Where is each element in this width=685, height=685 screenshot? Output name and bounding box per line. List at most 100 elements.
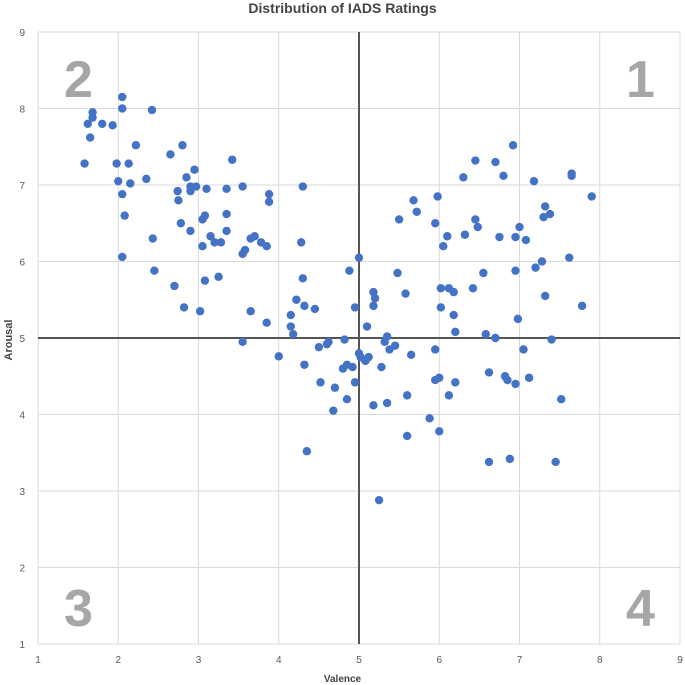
data-point-86 (354, 253, 364, 262)
data-point-70 (302, 447, 312, 456)
data-point-131 (471, 156, 480, 165)
x-tick-label-1: 1 (35, 655, 41, 666)
data-point-112 (431, 219, 440, 228)
data-point-161 (547, 335, 556, 344)
data-point-37 (210, 238, 219, 247)
data-point-132 (471, 215, 480, 224)
data-point-43 (238, 182, 247, 191)
quadrant-label-1: 1 (626, 51, 655, 109)
data-point-125 (449, 287, 458, 297)
quadrant-label-2: 2 (64, 51, 93, 109)
data-point-31 (176, 219, 186, 228)
y-tick-label-8: 8 (19, 105, 25, 116)
data-point-134 (479, 268, 488, 278)
data-point-12 (118, 189, 127, 199)
data-point-111 (425, 414, 434, 423)
data-point-63 (288, 329, 298, 339)
data-point-56 (262, 242, 271, 251)
x-axis-label: Valence (323, 674, 362, 685)
data-point-46 (195, 307, 205, 316)
y-tick-label-7: 7 (19, 181, 25, 192)
data-point-109 (409, 196, 418, 205)
data-point-5 (98, 119, 107, 128)
data-point-126 (451, 327, 460, 337)
data-point-90 (362, 322, 372, 331)
x-tick-label-7: 7 (517, 655, 523, 666)
data-point-1 (83, 119, 92, 128)
data-point-123 (444, 391, 454, 400)
data-point-35 (198, 242, 207, 251)
data-point-99 (382, 332, 392, 341)
data-point-162 (551, 457, 560, 467)
data-point-45 (179, 303, 189, 312)
data-point-106 (402, 391, 412, 400)
data-point-149 (513, 314, 523, 324)
data-point-10 (112, 159, 121, 168)
data-point-146 (511, 232, 520, 242)
data-point-158 (540, 202, 550, 211)
data-point-150 (515, 222, 524, 232)
data-point-6 (108, 121, 117, 130)
data-point-25 (174, 196, 183, 205)
data-point-156 (537, 257, 547, 266)
x-tick-label-4: 4 (276, 655, 282, 666)
chart-title: Distribution of IADS Ratings (248, 0, 437, 16)
data-point-148 (511, 379, 520, 389)
x-tick-label-2: 2 (115, 655, 121, 666)
data-point-145 (508, 141, 518, 150)
data-point-72 (314, 342, 324, 352)
y-tick-label-6: 6 (19, 258, 25, 269)
quadrant-label-4: 4 (626, 580, 655, 638)
data-point-124 (449, 310, 458, 320)
y-axis-label: Arousal (3, 319, 15, 361)
data-point-7 (118, 104, 127, 113)
data-point-8 (118, 92, 127, 102)
data-point-168 (587, 192, 596, 201)
data-point-143 (503, 375, 512, 385)
data-point-54 (250, 232, 259, 241)
data-point-30 (202, 184, 211, 194)
data-point-58 (264, 197, 274, 207)
data-point-77 (330, 383, 340, 392)
data-point-47 (200, 276, 210, 285)
y-tick-label-5: 5 (19, 334, 25, 345)
x-tick-label-5: 5 (356, 655, 362, 666)
x-tick-label-6: 6 (436, 655, 442, 666)
data-point-160 (545, 209, 555, 219)
data-point-28 (190, 165, 199, 174)
data-point-36 (206, 232, 215, 241)
data-point-48 (214, 272, 223, 281)
data-point-127 (451, 378, 460, 387)
data-point-85 (350, 378, 360, 387)
data-point-76 (329, 406, 338, 415)
x-tick-label-8: 8 (597, 655, 603, 666)
data-point-9 (147, 105, 157, 115)
data-point-38 (216, 238, 226, 247)
y-tick-label-3: 3 (19, 487, 25, 498)
data-point-120 (439, 242, 448, 251)
data-point-100 (382, 398, 392, 408)
data-point-13 (124, 159, 133, 168)
data-point-41 (222, 209, 231, 219)
data-point-19 (148, 234, 157, 243)
data-point-42 (228, 155, 237, 164)
data-point-133 (473, 222, 482, 232)
reference-lines (38, 32, 680, 644)
data-point-105 (401, 289, 410, 298)
data-point-129 (460, 230, 470, 239)
data-point-164 (565, 253, 574, 262)
data-point-44 (170, 281, 179, 291)
data-point-119 (436, 303, 446, 312)
data-point-107 (402, 431, 412, 441)
data-point-14 (126, 179, 135, 188)
data-point-81 (342, 395, 352, 404)
data-point-71 (310, 304, 320, 314)
data-point-59 (262, 318, 271, 327)
data-point-60 (274, 352, 283, 361)
data-point-67 (298, 274, 308, 283)
data-point-69 (300, 360, 309, 369)
data-point-153 (524, 373, 534, 382)
y-tick-label-1: 1 (19, 640, 25, 651)
data-point-151 (519, 345, 528, 354)
